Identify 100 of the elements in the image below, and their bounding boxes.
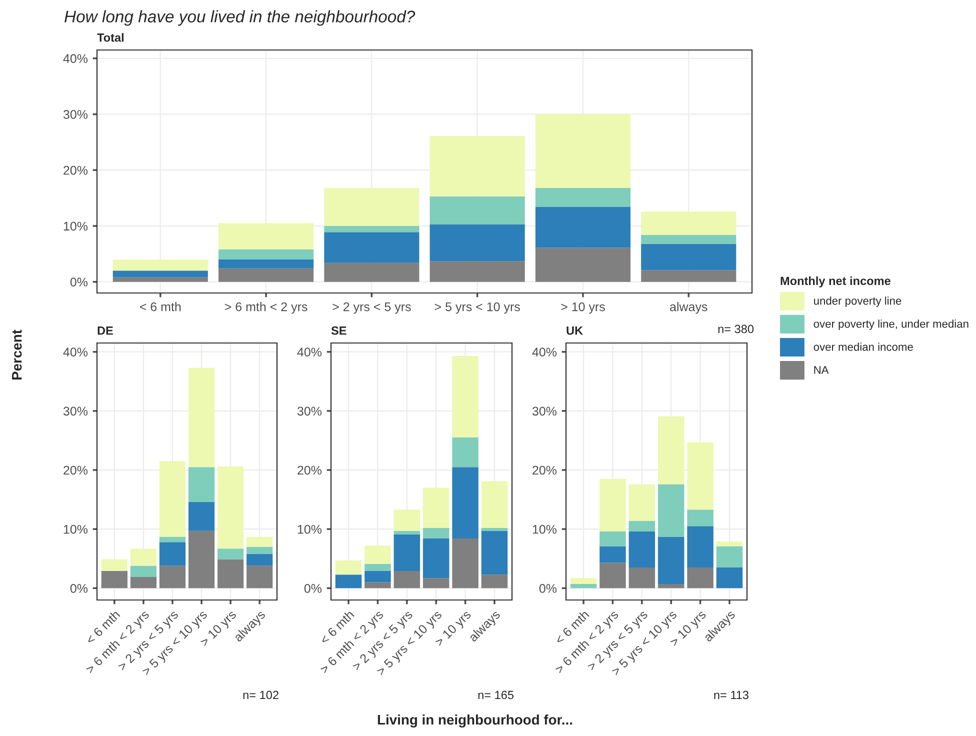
legend-label: under poverty line xyxy=(814,296,902,307)
bar xyxy=(422,528,450,539)
bar xyxy=(188,502,215,531)
bar xyxy=(535,188,631,207)
bar xyxy=(394,534,420,572)
x-tick-label: > 5 yrs < 10 yrs xyxy=(434,302,520,314)
bar xyxy=(130,566,157,577)
bar xyxy=(335,560,362,575)
bar xyxy=(481,528,508,531)
bar xyxy=(716,568,743,588)
legend-label: over poverty line, under median xyxy=(814,320,968,330)
bar xyxy=(130,548,157,566)
y-tick-label: 20% xyxy=(64,466,88,475)
text: n= 165 xyxy=(478,690,514,700)
bar xyxy=(628,531,656,568)
bar xyxy=(112,259,208,271)
bar xyxy=(218,249,314,260)
x-axis-title: Living in neighbourhood for... xyxy=(378,714,572,728)
bar xyxy=(535,206,631,248)
bar xyxy=(430,196,525,224)
bar xyxy=(246,566,273,588)
bar xyxy=(600,546,626,563)
x-tick-label: always xyxy=(670,302,708,314)
bar xyxy=(687,442,714,510)
bar xyxy=(481,574,508,588)
y-tick-label: 30% xyxy=(297,406,322,416)
bar xyxy=(218,259,314,268)
y-tick-label: 0% xyxy=(539,584,557,593)
bar xyxy=(628,520,656,532)
y-tick-label: 10% xyxy=(64,524,88,534)
y-tick-label: 40% xyxy=(63,54,88,64)
bar xyxy=(641,211,736,235)
bar xyxy=(101,559,128,572)
y-tick-label: 10% xyxy=(298,524,322,534)
bar xyxy=(641,244,736,270)
y-tick-label: 20% xyxy=(298,466,322,475)
bar xyxy=(159,461,186,537)
chart-title: How long have you lived in the neighbourhood? xyxy=(64,10,416,26)
y-tick-label: 40% xyxy=(532,348,557,357)
bar xyxy=(394,530,420,534)
y-tick-label: 10% xyxy=(64,222,88,231)
bar xyxy=(188,530,215,588)
bar xyxy=(570,584,597,588)
x-tick-label: > 2 yrs < 5 yrs xyxy=(332,302,411,314)
bar xyxy=(535,114,631,188)
bar xyxy=(159,542,186,566)
y-tick-label: 30% xyxy=(532,406,557,416)
bar xyxy=(422,488,450,528)
bar xyxy=(658,536,684,584)
bar xyxy=(188,467,215,502)
bar xyxy=(430,261,525,282)
bar xyxy=(364,571,391,582)
bar xyxy=(628,484,656,521)
y-tick-label: 20% xyxy=(64,166,88,175)
bar xyxy=(246,546,273,554)
bar xyxy=(364,564,391,572)
bar xyxy=(600,562,626,588)
bar xyxy=(430,224,525,262)
legend-label: NA xyxy=(814,366,829,374)
y-tick-label: 40% xyxy=(297,348,322,357)
bar xyxy=(394,571,420,588)
bar xyxy=(452,538,478,588)
y-tick-label: 10% xyxy=(532,524,557,534)
bar xyxy=(394,510,420,531)
bar xyxy=(687,510,714,526)
chart-title: SE xyxy=(331,326,346,335)
bar xyxy=(641,270,736,282)
bar xyxy=(716,542,743,546)
bar xyxy=(570,578,597,584)
chart-title: DE xyxy=(98,326,113,335)
bar xyxy=(188,368,215,468)
y-tick-label: 20% xyxy=(532,466,557,475)
y-tick-label: 30% xyxy=(63,110,88,119)
y-tick-label: 0% xyxy=(304,584,322,593)
bar xyxy=(452,467,478,539)
bar xyxy=(600,478,626,532)
y-axis-title: Percent xyxy=(12,330,22,380)
chart-title: UK xyxy=(566,326,583,335)
bar xyxy=(658,584,684,588)
bar xyxy=(112,270,208,278)
bar xyxy=(481,530,508,575)
bar xyxy=(535,248,631,282)
bar xyxy=(217,466,244,549)
bar xyxy=(217,559,244,588)
bar xyxy=(364,546,391,564)
legend-label: over median income xyxy=(814,342,913,351)
bar xyxy=(452,438,478,468)
bar xyxy=(101,571,128,588)
legend-title: Monthly net income xyxy=(780,276,890,288)
y-tick-label: 0% xyxy=(70,278,88,286)
bar xyxy=(481,481,508,528)
bar xyxy=(687,568,714,588)
bar xyxy=(130,576,157,588)
bar xyxy=(658,416,684,484)
chart-subtitle: Total xyxy=(97,33,124,42)
x-tick-label: > 6 mth < 2 yrs xyxy=(224,302,308,314)
y-tick-label: 0% xyxy=(70,584,88,593)
bar xyxy=(452,356,478,438)
bar xyxy=(159,536,186,542)
text: n= 113 xyxy=(714,690,748,700)
